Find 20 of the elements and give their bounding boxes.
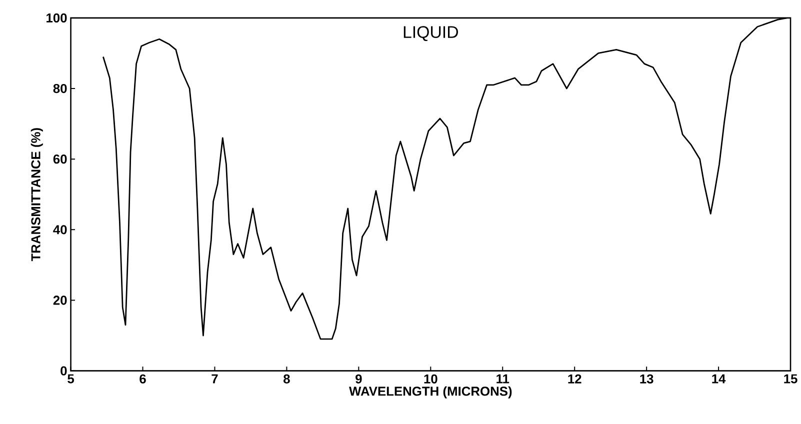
x-tick-label: 13 xyxy=(640,374,654,384)
x-tick-label: 9 xyxy=(356,374,362,384)
x-tick-label: 12 xyxy=(568,374,582,384)
x-tick-label: 8 xyxy=(284,374,290,384)
x-tick-label: 6 xyxy=(140,374,146,384)
x-tick-label: 5 xyxy=(68,374,74,384)
x-tick-label: 10 xyxy=(424,374,438,384)
y-tick-label: 0 xyxy=(60,366,67,376)
x-tick-label: 11 xyxy=(496,374,510,384)
x-axis-title: WAVELENGTH (MICRONS) xyxy=(349,386,512,399)
y-tick-label: 20 xyxy=(53,296,67,305)
y-axis-title: TRANSMITTANCE (%) xyxy=(30,128,43,262)
x-tick-label: 7 xyxy=(212,374,218,384)
x-tick-label: 14 xyxy=(712,374,726,384)
chart-title: LIQUID xyxy=(404,26,458,42)
y-tick-label: 40 xyxy=(53,225,67,234)
x-tick-label: 15 xyxy=(784,374,798,384)
y-tick-label: 100 xyxy=(46,14,67,23)
y-tick-label: 80 xyxy=(53,84,67,94)
y-tick-label: 60 xyxy=(53,154,67,164)
